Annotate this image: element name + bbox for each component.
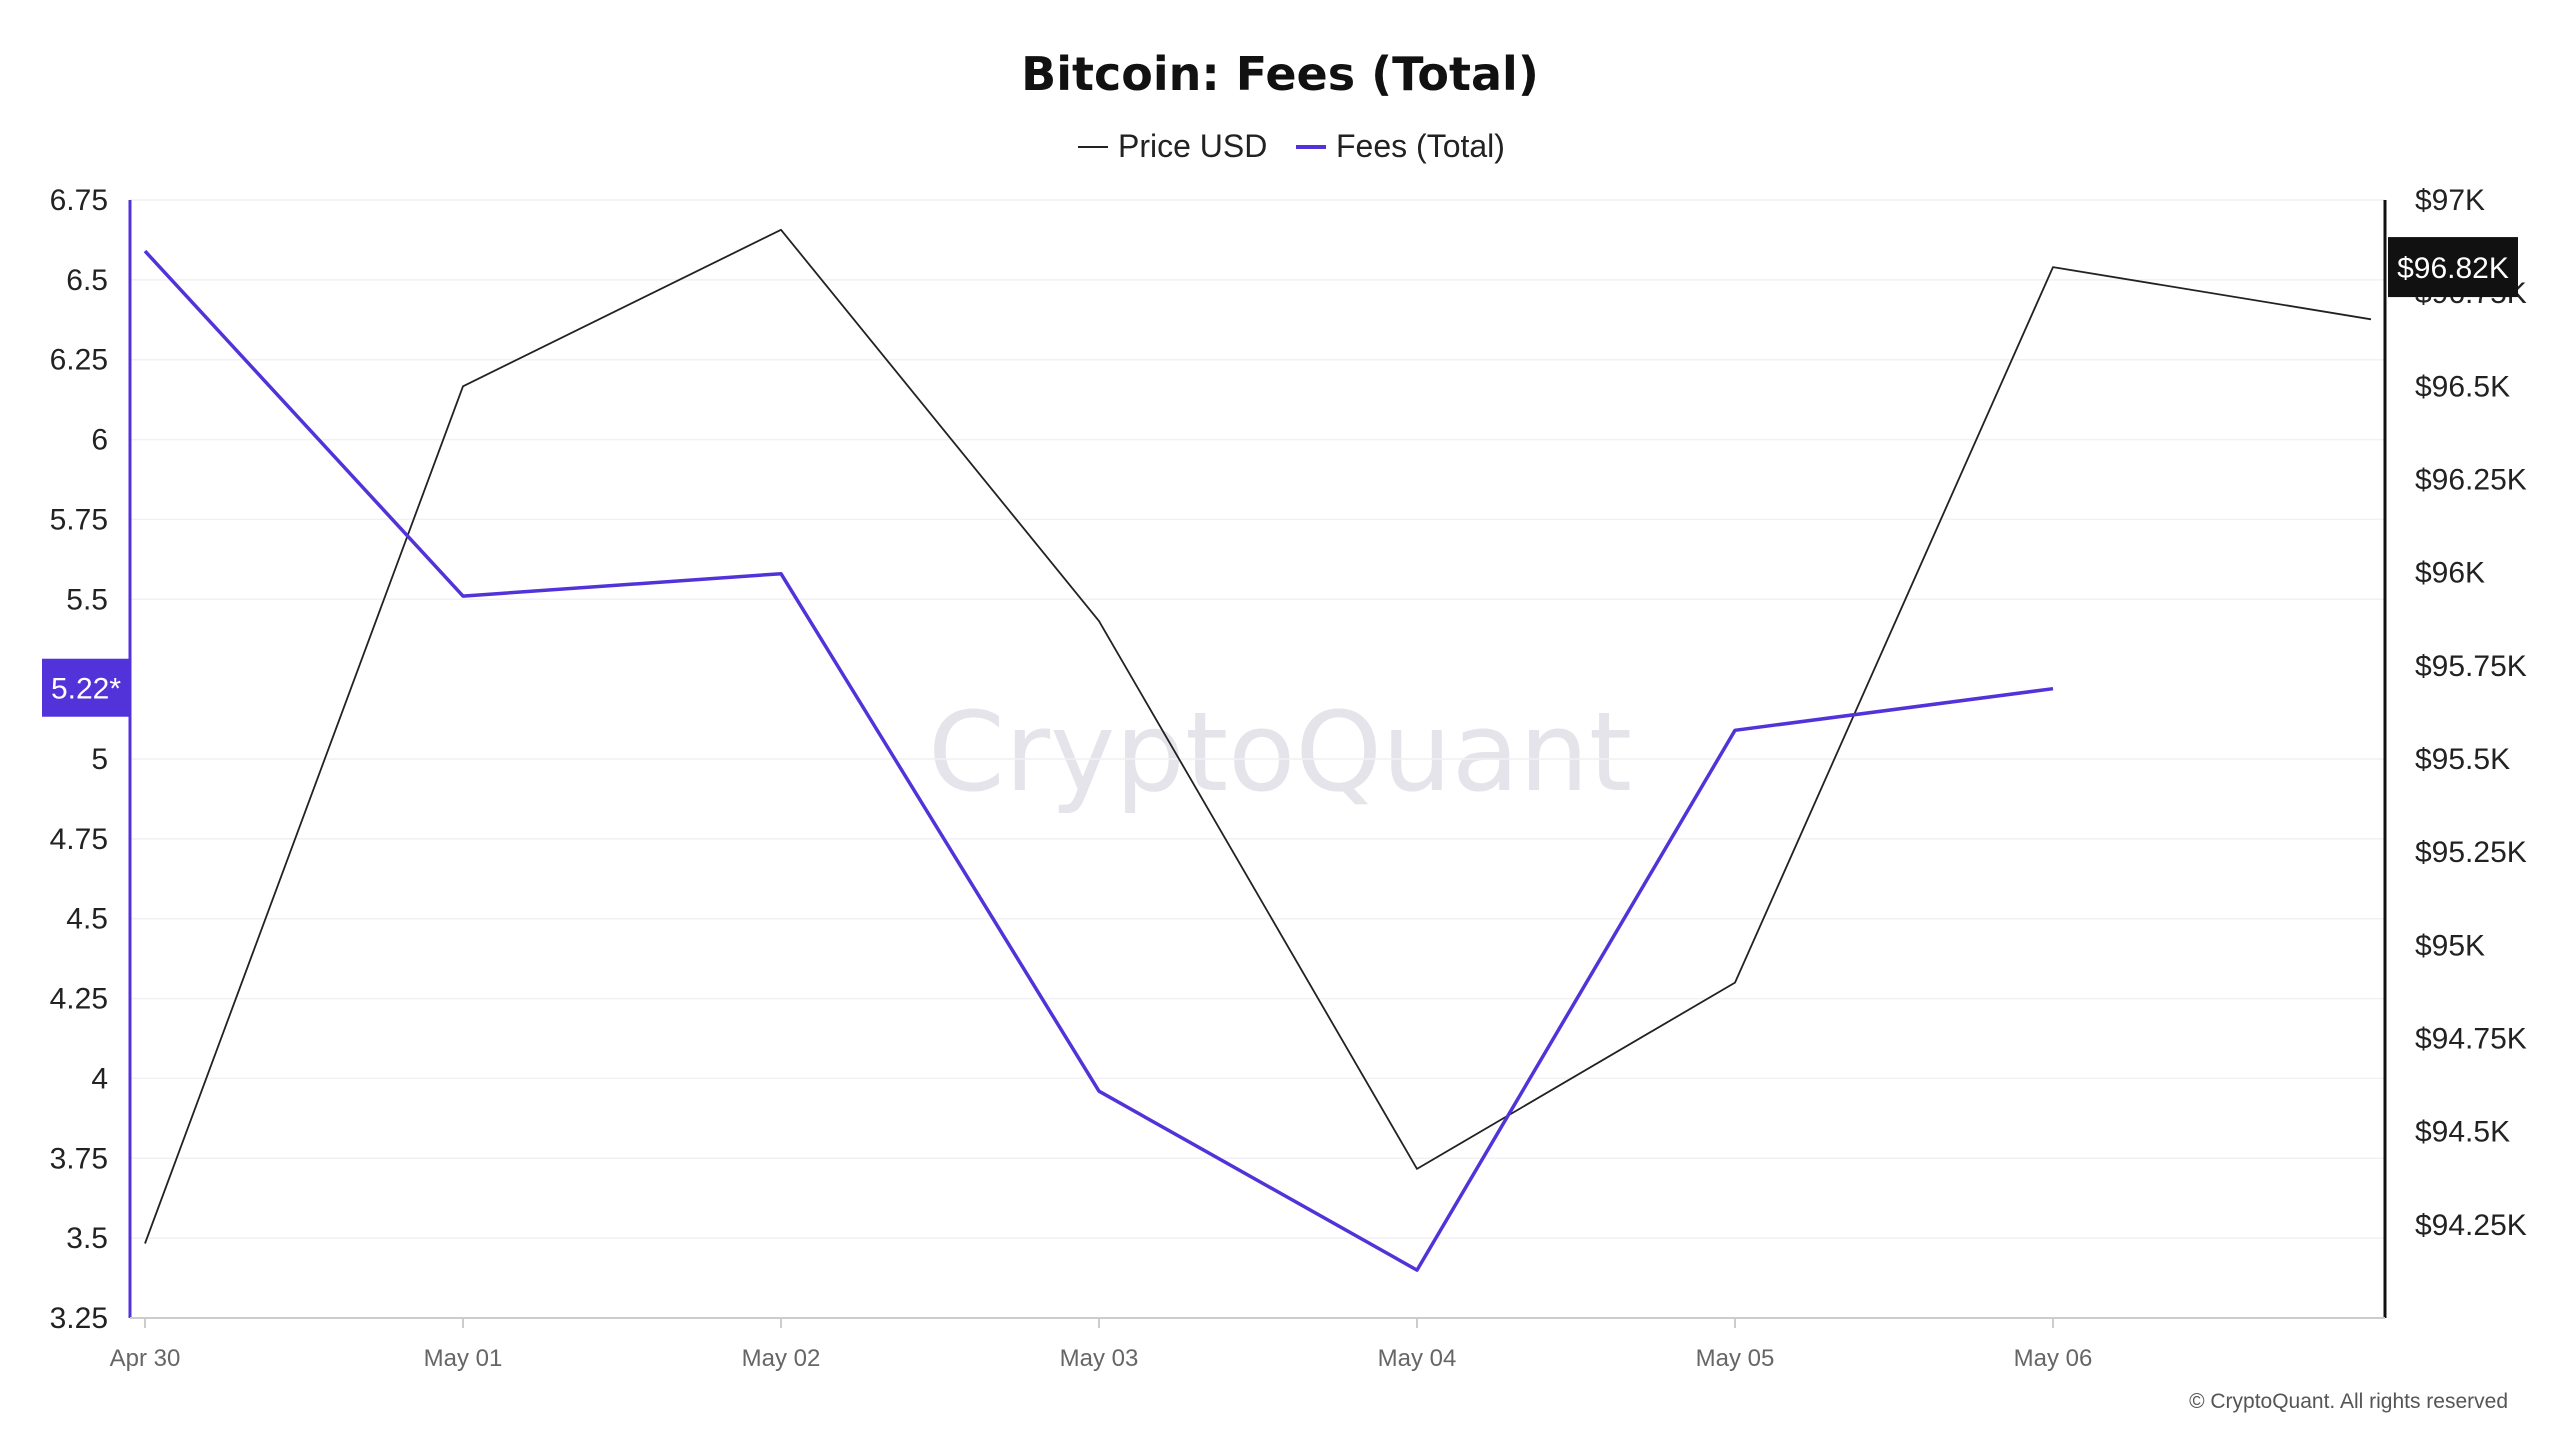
x-axis-ticks: Apr 30 May 01 May 02 May 03 May 04 May 05 May … (110, 1318, 2093, 1372)
right-tick-label: $95.75K (2415, 650, 2527, 683)
left-tick-label: 3.5 (66, 1222, 108, 1255)
data-point[interactable] (777, 226, 785, 234)
right-tick-label: $96K (2415, 557, 2485, 590)
series-fees-total (141, 247, 2057, 1274)
data-point[interactable] (141, 1239, 149, 1247)
right-tick-label: $94.75K (2415, 1023, 2527, 1056)
series-line[interactable] (144, 228, 2372, 1244)
series-price-usd (141, 226, 2375, 1247)
right-tick-label: $94.25K (2415, 1209, 2527, 1242)
data-point[interactable] (2049, 263, 2057, 271)
right-tick-label: $96.25K (2415, 464, 2527, 497)
left-tick-label: 4.25 (50, 983, 108, 1016)
data-point[interactable] (459, 592, 467, 600)
data-point[interactable] (1095, 617, 1103, 625)
data-point[interactable] (2367, 315, 2375, 323)
x-tick-label: May 04 (1378, 1345, 1457, 1372)
price-current-value-badge: $96.82K (2388, 237, 2518, 298)
legend-label-price: Price USD (1118, 128, 1267, 164)
data-point[interactable] (1413, 1165, 1421, 1173)
legend-label-fees: Fees (Total) (1336, 128, 1505, 164)
legend: Price USD Fees (Total) (1078, 128, 1505, 164)
badge-background (2388, 237, 2518, 298)
series-line[interactable] (143, 249, 2054, 1272)
left-tick-label: 6.25 (50, 344, 108, 377)
right-tick-label: $96.5K (2415, 370, 2510, 403)
data-point[interactable] (1731, 726, 1739, 734)
left-tick-label: 5.75 (50, 503, 108, 536)
data-point[interactable] (1095, 1087, 1103, 1095)
left-tick-label: 3.25 (50, 1302, 108, 1335)
badge-label: $96.82K (2397, 252, 2509, 285)
left-tick-label: 4.75 (50, 823, 108, 856)
data-point[interactable] (141, 247, 149, 255)
data-point[interactable] (1413, 1266, 1421, 1274)
data-point[interactable] (459, 382, 467, 390)
x-tick-label: May 02 (742, 1345, 821, 1372)
data-point[interactable] (777, 570, 785, 578)
left-tick-label: 6.75 (50, 184, 108, 217)
chart-title: Bitcoin: Fees (Total) (1021, 47, 1539, 101)
x-tick-label: May 06 (2014, 1345, 2093, 1372)
data-point[interactable] (2049, 685, 2057, 693)
left-tick-label: 4 (91, 1062, 108, 1095)
badge-label: 5.22* (51, 673, 121, 706)
series-layer (141, 226, 2375, 1274)
x-tick-label: May 01 (424, 1345, 503, 1372)
right-tick-label: $95K (2415, 929, 2485, 962)
x-tick-label: Apr 30 (110, 1345, 181, 1372)
grid-lines (130, 199, 2385, 1319)
watermark: CryptoQuant (928, 688, 1632, 816)
legend-item-price[interactable]: Price USD (1078, 128, 1267, 164)
copyright-notice: © CryptoQuant. All rights reserved (2189, 1390, 2508, 1413)
badge-background (42, 658, 130, 717)
left-tick-label: 6 (91, 424, 108, 457)
left-tick-label: 5.5 (66, 583, 108, 616)
left-tick-label: 3.75 (50, 1142, 108, 1175)
legend-item-fees[interactable]: Fees (Total) (1296, 128, 1505, 164)
left-tick-label: 6.5 (66, 264, 108, 297)
left-axis-ticks: 6.75 6.5 6.25 6 5.75 5.5 5 4.75 4.5 4.25 4 3.75 3.5 3… (50, 184, 108, 1335)
data-point[interactable] (1731, 979, 1739, 987)
right-axis-ticks: $97K$96.75K$96.5K$96.25K$96K$95.75K$95.5… (2415, 184, 2527, 1242)
fees-current-value-badge: 5.22* (42, 658, 130, 717)
right-tick-label: $97K (2415, 184, 2485, 217)
x-tick-label: May 05 (1696, 1345, 1775, 1372)
right-tick-label: $95.5K (2415, 743, 2510, 776)
left-tick-label: 5 (91, 743, 108, 776)
right-tick-label: $94.5K (2415, 1116, 2510, 1149)
right-tick-label: $95.25K (2415, 836, 2527, 869)
x-tick-label: May 03 (1060, 1345, 1139, 1372)
left-tick-label: 4.5 (66, 903, 108, 936)
